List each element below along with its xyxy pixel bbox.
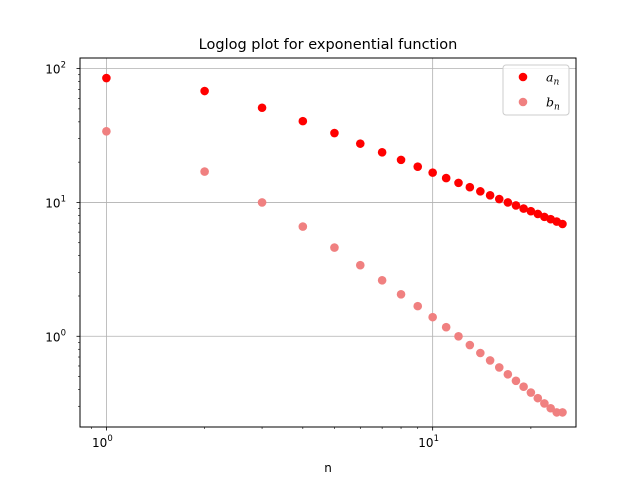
legend-marker (518, 72, 528, 82)
data-point-b-n (540, 399, 549, 408)
data-point-b-n (298, 222, 308, 231)
data-series (102, 73, 567, 417)
data-point-b-n (519, 382, 528, 392)
y-tick-label: 102 (45, 61, 66, 77)
y-tick-label-base: 10 (45, 63, 60, 77)
legend-label-subscript: n (553, 78, 559, 88)
legend-label-main: a (546, 70, 553, 85)
data-point-a-n (533, 209, 543, 219)
data-point-b-n (511, 376, 521, 386)
y-tick-label-exponent: 2 (61, 61, 66, 71)
data-point-a-n (428, 168, 437, 177)
data-point-a-n (377, 147, 387, 157)
legend-label: bn (546, 95, 560, 113)
grid-lines (80, 58, 576, 427)
data-point-a-n (503, 198, 513, 207)
x-tick-label-exponent: 1 (434, 434, 439, 444)
data-point-a-n (257, 103, 267, 113)
data-point-b-n (526, 388, 536, 397)
x-tick-label: 101 (418, 434, 439, 450)
data-point-b-n (558, 408, 567, 417)
y-tick-label-exponent: 1 (61, 194, 66, 204)
x-tick-label-exponent: 0 (107, 434, 112, 444)
x-tick-label: 100 (92, 434, 113, 450)
x-tick-label-base: 10 (418, 436, 433, 450)
data-point-a-n (494, 194, 504, 204)
data-point-a-n (558, 219, 567, 229)
y-tick-label-exponent: 0 (61, 328, 66, 338)
data-point-a-n (519, 204, 528, 213)
data-point-a-n (454, 178, 463, 188)
data-point-a-n (511, 201, 521, 210)
data-point-b-n (428, 312, 437, 322)
data-point-b-n (476, 348, 485, 358)
legend-label-subscript: n (554, 103, 560, 113)
y-tick-label-base: 10 (45, 330, 60, 344)
legend-label-main: b (546, 95, 554, 110)
data-point-b-n (355, 260, 365, 270)
data-point-b-n (465, 340, 475, 350)
data-point-b-n (200, 167, 209, 176)
series-a-n (102, 73, 567, 229)
data-point-b-n (485, 356, 495, 365)
chart-title: Loglog plot for exponential function (199, 37, 458, 53)
data-point-a-n (413, 162, 423, 171)
data-point-b-n (257, 198, 267, 207)
data-point-a-n (441, 173, 451, 183)
data-point-a-n (396, 155, 406, 165)
y-tick-label: 101 (45, 194, 66, 210)
data-point-a-n (526, 206, 536, 216)
data-point-b-n (454, 331, 463, 341)
data-point-b-n (413, 301, 423, 311)
x-axis-label: n (324, 461, 332, 475)
data-point-a-n (465, 182, 475, 192)
data-point-a-n (298, 116, 308, 126)
data-point-a-n (200, 86, 209, 96)
y-tick-label-base: 10 (45, 196, 60, 210)
plot-area-frame (79, 57, 577, 428)
legend-label: an (546, 70, 559, 88)
legend-marker (518, 97, 528, 107)
y-tick-label: 100 (45, 328, 66, 344)
data-point-a-n (102, 73, 111, 83)
data-point-a-n (355, 139, 365, 148)
data-point-b-n (503, 369, 513, 379)
data-point-b-n (494, 363, 504, 372)
data-point-b-n (377, 275, 387, 285)
data-point-a-n (485, 191, 495, 200)
data-point-b-n (546, 403, 555, 413)
data-point-b-n (102, 127, 111, 136)
data-point-b-n (533, 393, 543, 403)
data-point-a-n (330, 128, 339, 138)
data-point-b-n (441, 322, 451, 332)
data-point-a-n (476, 187, 485, 196)
x-tick-label-base: 10 (92, 436, 107, 450)
series-b-n (102, 127, 567, 417)
data-point-b-n (330, 243, 339, 252)
data-point-b-n (396, 289, 406, 299)
